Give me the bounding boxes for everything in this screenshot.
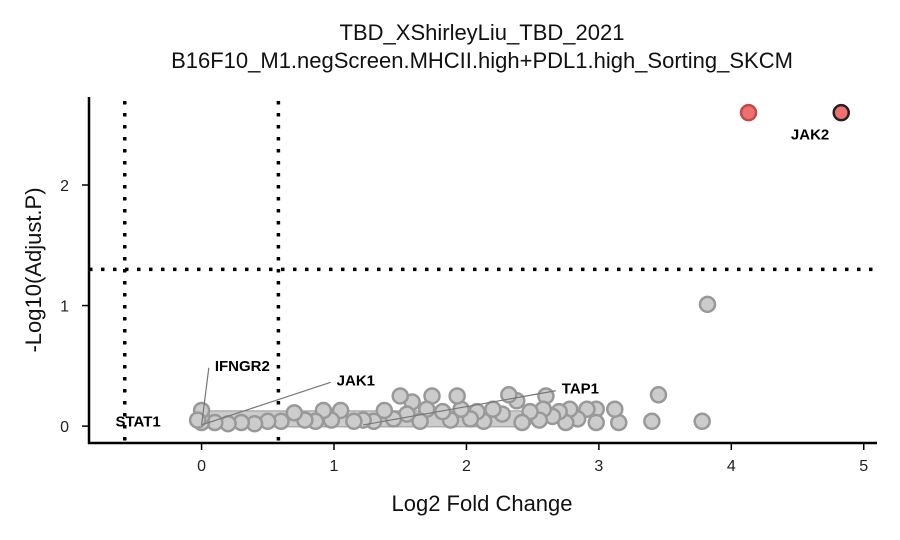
x-tick-label: 3 xyxy=(594,458,603,475)
label-leader-jak1 xyxy=(201,381,331,426)
data-point xyxy=(448,387,466,405)
data-point xyxy=(345,412,363,431)
gene-labels-layer: JAK2 TAP1 JAK1 IFNGR2 STAT1 xyxy=(115,126,829,430)
data-point xyxy=(375,401,394,420)
x-tick-label: 0 xyxy=(197,458,206,475)
gene-label-tap1: TAP1 xyxy=(562,381,599,398)
data-point xyxy=(643,412,661,431)
chart-title: TBD_XShirleyLiu_TBD_2021 xyxy=(340,20,625,45)
threshold-lines xyxy=(89,101,877,443)
data-point xyxy=(698,295,717,314)
data-point xyxy=(285,404,304,422)
x-tick-label: 2 xyxy=(462,458,471,475)
y-tick-label: 0 xyxy=(60,419,69,436)
data-point xyxy=(513,413,531,432)
y-tick-label: 1 xyxy=(60,299,69,316)
label-leader-ifngr2 xyxy=(200,367,210,425)
data-point xyxy=(587,413,605,432)
gene-label-jak2: JAK2 xyxy=(791,126,829,143)
x-tick-label: 1 xyxy=(330,458,339,475)
gene-label-jak1: JAK1 xyxy=(337,372,375,389)
y-tick-label: 2 xyxy=(60,178,69,195)
points-layer xyxy=(188,103,850,433)
gene-label-stat1: STAT1 xyxy=(115,413,160,430)
data-point xyxy=(606,400,624,418)
axis-ticks: 0 1 2 3 4 5 0 1 2 xyxy=(60,178,868,475)
gene-label-ifngr2: IFNGR2 xyxy=(215,358,270,375)
significant-point xyxy=(832,103,850,122)
chart-subtitle: B16F10_M1.negScreen.MHCII.high+PDL1.high… xyxy=(171,48,793,73)
data-point xyxy=(649,386,668,404)
data-point xyxy=(391,387,409,405)
x-tick-label: 5 xyxy=(859,458,868,475)
x-tick-label: 4 xyxy=(727,458,736,475)
data-point xyxy=(693,412,711,431)
x-axis-title: Log2 Fold Change xyxy=(391,491,572,516)
label-leader-tap1 xyxy=(363,390,556,426)
data-point xyxy=(411,412,429,431)
significant-point xyxy=(739,103,758,122)
y-axis-title: -Log10(Adjust.P) xyxy=(21,187,46,352)
